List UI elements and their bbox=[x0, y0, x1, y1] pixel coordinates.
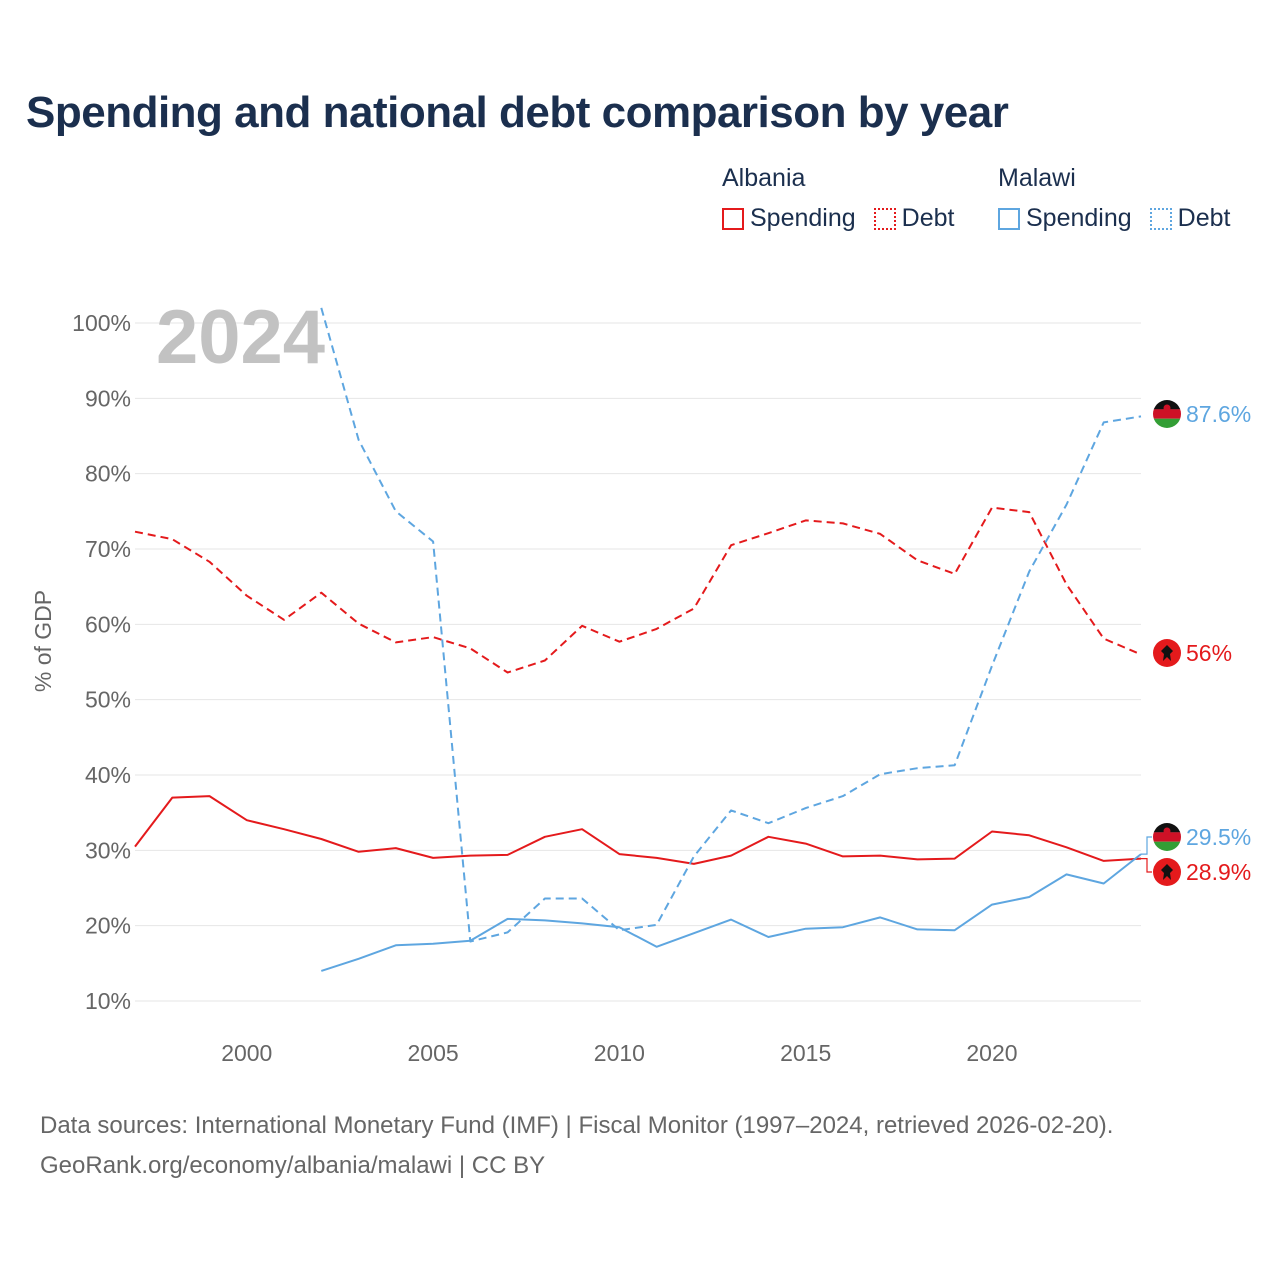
legend-albania-spending-label: Spending bbox=[750, 204, 856, 232]
legend-malawi-spending-label: Spending bbox=[1026, 204, 1132, 232]
malawi-debt-flag-icon-sun bbox=[1163, 404, 1171, 412]
y-tick-label-20: 20% bbox=[85, 913, 131, 939]
legend-malawi: Malawi Spending Debt bbox=[998, 162, 1230, 233]
y-tick-label-60: 60% bbox=[85, 611, 131, 637]
series-malawi-debt bbox=[320, 307, 1142, 943]
y-tick-label-100: 100% bbox=[72, 310, 131, 336]
y-tick-label-50: 50% bbox=[85, 687, 131, 713]
legend-albania-title: Albania bbox=[722, 164, 806, 192]
series-malawi-spending bbox=[320, 853, 1142, 972]
x-tick-label-2005: 2005 bbox=[407, 1040, 458, 1066]
legend-malawi-debt-swatch bbox=[1149, 207, 1172, 230]
malawi-spending-flag-icon-stripes bbox=[1153, 823, 1181, 851]
y-tick-label-70: 70% bbox=[85, 536, 131, 562]
albania-debt-flag-icon bbox=[1153, 639, 1181, 667]
x-tick-label-2020: 2020 bbox=[966, 1040, 1017, 1066]
source-note: Data sources: International Monetary Fun… bbox=[40, 1106, 1113, 1186]
malawi-spending-flag-icon-green bbox=[1153, 841, 1181, 851]
albania-spending-flag-icon bbox=[1153, 858, 1181, 886]
malawi-debt-flag-icon-stripes bbox=[1153, 400, 1181, 428]
albania-spending-leader bbox=[1141, 857, 1152, 873]
malawi-debt-end-label: 87.6% bbox=[1186, 401, 1251, 427]
legend-albania: Albania Spending Debt bbox=[722, 162, 972, 233]
albania-debt-flag-icon-eagle bbox=[1161, 645, 1173, 661]
chart-title: Spending and national debt comparison by… bbox=[26, 88, 1009, 137]
albania-spending-end-label: 28.9% bbox=[1186, 859, 1251, 885]
legend-albania-debt[interactable]: Debt bbox=[873, 204, 955, 233]
legend-albania-debt-swatch bbox=[873, 207, 896, 230]
malawi-debt-flag-icon-red bbox=[1153, 409, 1181, 419]
y-tick-label-10: 10% bbox=[85, 988, 131, 1014]
malawi-debt-flag-icon-green bbox=[1153, 418, 1181, 428]
legend-malawi-spending-swatch bbox=[998, 207, 1020, 230]
year-watermark: 2024 bbox=[156, 295, 325, 380]
x-tick-label-2010: 2010 bbox=[594, 1040, 645, 1066]
y-tick-label-30: 30% bbox=[85, 837, 131, 863]
series-albania-spending bbox=[134, 795, 1142, 865]
x-tick-label-2015: 2015 bbox=[780, 1040, 831, 1066]
legend-malawi-spending[interactable]: Spending bbox=[998, 204, 1132, 233]
y-tick-label-90: 90% bbox=[85, 385, 131, 411]
series-albania-debt bbox=[134, 506, 1142, 674]
albania-spending-flag-icon-eagle bbox=[1161, 864, 1173, 880]
legend-albania-spending[interactable]: Spending bbox=[722, 204, 856, 233]
malawi-spending-flag-icon bbox=[1153, 823, 1181, 851]
source-line-2: GeoRank.org/economy/albania/malawi | CC … bbox=[40, 1152, 546, 1179]
x-tick-label-2000: 2000 bbox=[221, 1040, 272, 1066]
malawi-spending-end-label: 29.5% bbox=[1186, 824, 1251, 850]
albania-debt-end-label: 56% bbox=[1186, 640, 1232, 666]
legend-malawi-title: Malawi bbox=[998, 164, 1076, 192]
malawi-spending-flag-icon-red bbox=[1153, 832, 1181, 842]
malawi-spending-flag-icon-sun bbox=[1163, 827, 1171, 835]
series-lines bbox=[134, 307, 1142, 972]
malawi-debt-flag-icon bbox=[1153, 400, 1181, 428]
legend-malawi-debt[interactable]: Debt bbox=[1149, 204, 1231, 233]
malawi-spending-leader bbox=[1141, 836, 1152, 855]
legend-malawi-debt-label: Debt bbox=[1177, 204, 1231, 232]
source-line-1: Data sources: International Monetary Fun… bbox=[40, 1112, 1114, 1139]
y-tick-label-40: 40% bbox=[85, 762, 131, 788]
y-axis-label: % of GDP bbox=[30, 590, 56, 692]
legend-albania-spending-swatch bbox=[722, 207, 744, 230]
legend-albania-debt-label: Debt bbox=[901, 204, 955, 232]
y-tick-label-80: 80% bbox=[85, 461, 131, 487]
